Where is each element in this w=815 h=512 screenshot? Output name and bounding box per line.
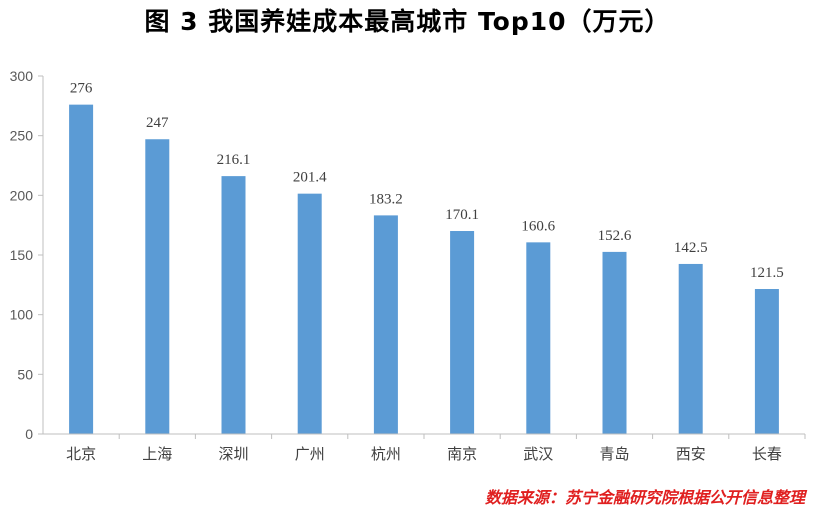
data-label: 216.1 bbox=[217, 152, 251, 168]
y-tick-label: 100 bbox=[10, 307, 34, 323]
x-tick-label: 青岛 bbox=[599, 445, 629, 463]
x-tick-label: 广州 bbox=[295, 445, 325, 463]
y-tick-label: 150 bbox=[10, 247, 34, 263]
data-label: 276 bbox=[70, 81, 93, 97]
data-label: 247 bbox=[146, 115, 169, 131]
bar bbox=[450, 231, 475, 434]
y-tick-label: 250 bbox=[10, 128, 34, 144]
bars: 276 247 216.1 201.4 183.2 170.1 160.6 152.6 142.… bbox=[69, 81, 784, 434]
x-tick-label: 西安 bbox=[676, 445, 706, 463]
data-label: 121.5 bbox=[750, 265, 784, 281]
y-tick-label: 0 bbox=[25, 426, 33, 442]
x-tick-label: 杭州 bbox=[371, 445, 401, 463]
y-tick-label: 200 bbox=[10, 187, 34, 203]
x-tick-label: 北京 bbox=[66, 445, 96, 463]
data-label: 142.5 bbox=[674, 240, 708, 256]
data-label: 160.6 bbox=[521, 218, 555, 234]
x-tick-label: 南京 bbox=[447, 445, 477, 463]
data-label: 170.1 bbox=[445, 207, 479, 223]
bar bbox=[221, 176, 246, 434]
data-source-note: 数据来源：苏宁金融研究院根据公开信息整理 bbox=[484, 488, 805, 507]
y-axis: 0 50 100 150 200 250 300 bbox=[10, 68, 44, 442]
y-tick-label: 300 bbox=[10, 68, 34, 84]
bar bbox=[145, 139, 170, 434]
x-tick-label: 上海 bbox=[142, 445, 172, 463]
data-label: 183.2 bbox=[369, 191, 403, 207]
bar bbox=[373, 215, 398, 434]
bar bbox=[678, 263, 703, 434]
x-tick-label: 深圳 bbox=[218, 445, 248, 463]
data-label: 201.4 bbox=[293, 170, 327, 186]
bar bbox=[526, 242, 551, 434]
chart-title: 图 3 我国养娃成本最高城市 Top10（万元） bbox=[144, 7, 671, 36]
data-label: 152.6 bbox=[598, 228, 632, 244]
y-tick-label: 50 bbox=[17, 366, 33, 382]
bar bbox=[602, 251, 627, 434]
bar bbox=[754, 289, 779, 434]
bar bbox=[297, 193, 322, 434]
bar bbox=[69, 104, 94, 434]
x-tick-label: 武汉 bbox=[523, 445, 553, 463]
x-axis: 北京 上海 深圳 广州 杭州 南京 武汉 青岛 西安 长春 bbox=[43, 433, 806, 463]
x-tick-label: 长春 bbox=[752, 445, 782, 463]
